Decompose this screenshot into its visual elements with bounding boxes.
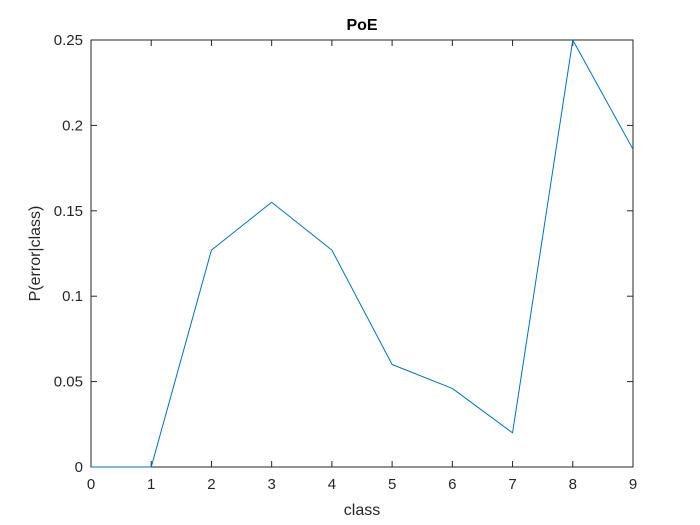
x-tick-label: 2 bbox=[207, 476, 215, 493]
y-tick-label: 0.25 bbox=[54, 32, 83, 49]
data-point bbox=[270, 201, 273, 204]
x-tick-label: 3 bbox=[267, 476, 275, 493]
series-layer bbox=[90, 39, 635, 469]
x-tick-label: 1 bbox=[147, 476, 155, 493]
y-tick-label: 0 bbox=[75, 459, 83, 476]
y-axis-title: P(error|class) bbox=[27, 206, 44, 302]
x-axis-tick-labels: 0 1 2 3 4 5 6 7 8 9 bbox=[87, 476, 637, 493]
data-point bbox=[330, 249, 333, 252]
data-point bbox=[571, 39, 574, 42]
y-tick-label: 0.05 bbox=[54, 374, 83, 391]
x-tick-label: 8 bbox=[569, 476, 577, 493]
x-tick-label: 0 bbox=[87, 476, 95, 493]
x-tick-label: 7 bbox=[508, 476, 516, 493]
x-tick-label: 6 bbox=[448, 476, 456, 493]
y-axis-tick-labels: 0 0.05 0.1 0.15 0.2 0.25 bbox=[54, 32, 83, 476]
data-point bbox=[391, 363, 394, 366]
data-point bbox=[632, 148, 635, 151]
data-point bbox=[511, 431, 514, 434]
chart-title: PoE bbox=[346, 17, 377, 34]
series-line bbox=[91, 39, 634, 468]
x-tick-label: 5 bbox=[388, 476, 396, 493]
x-tick-label: 9 bbox=[629, 476, 637, 493]
y-tick-label: 0.15 bbox=[54, 203, 83, 220]
data-point bbox=[150, 466, 153, 469]
x-tick-label: 4 bbox=[328, 476, 336, 493]
data-point bbox=[210, 249, 213, 252]
y-tick-label: 0.1 bbox=[62, 288, 83, 305]
data-point bbox=[90, 466, 93, 469]
plot-frame bbox=[90, 39, 634, 468]
plot-area bbox=[90, 39, 635, 469]
data-point bbox=[451, 387, 454, 390]
x-axis-title: class bbox=[344, 502, 380, 519]
y-tick-label: 0.2 bbox=[62, 117, 83, 134]
